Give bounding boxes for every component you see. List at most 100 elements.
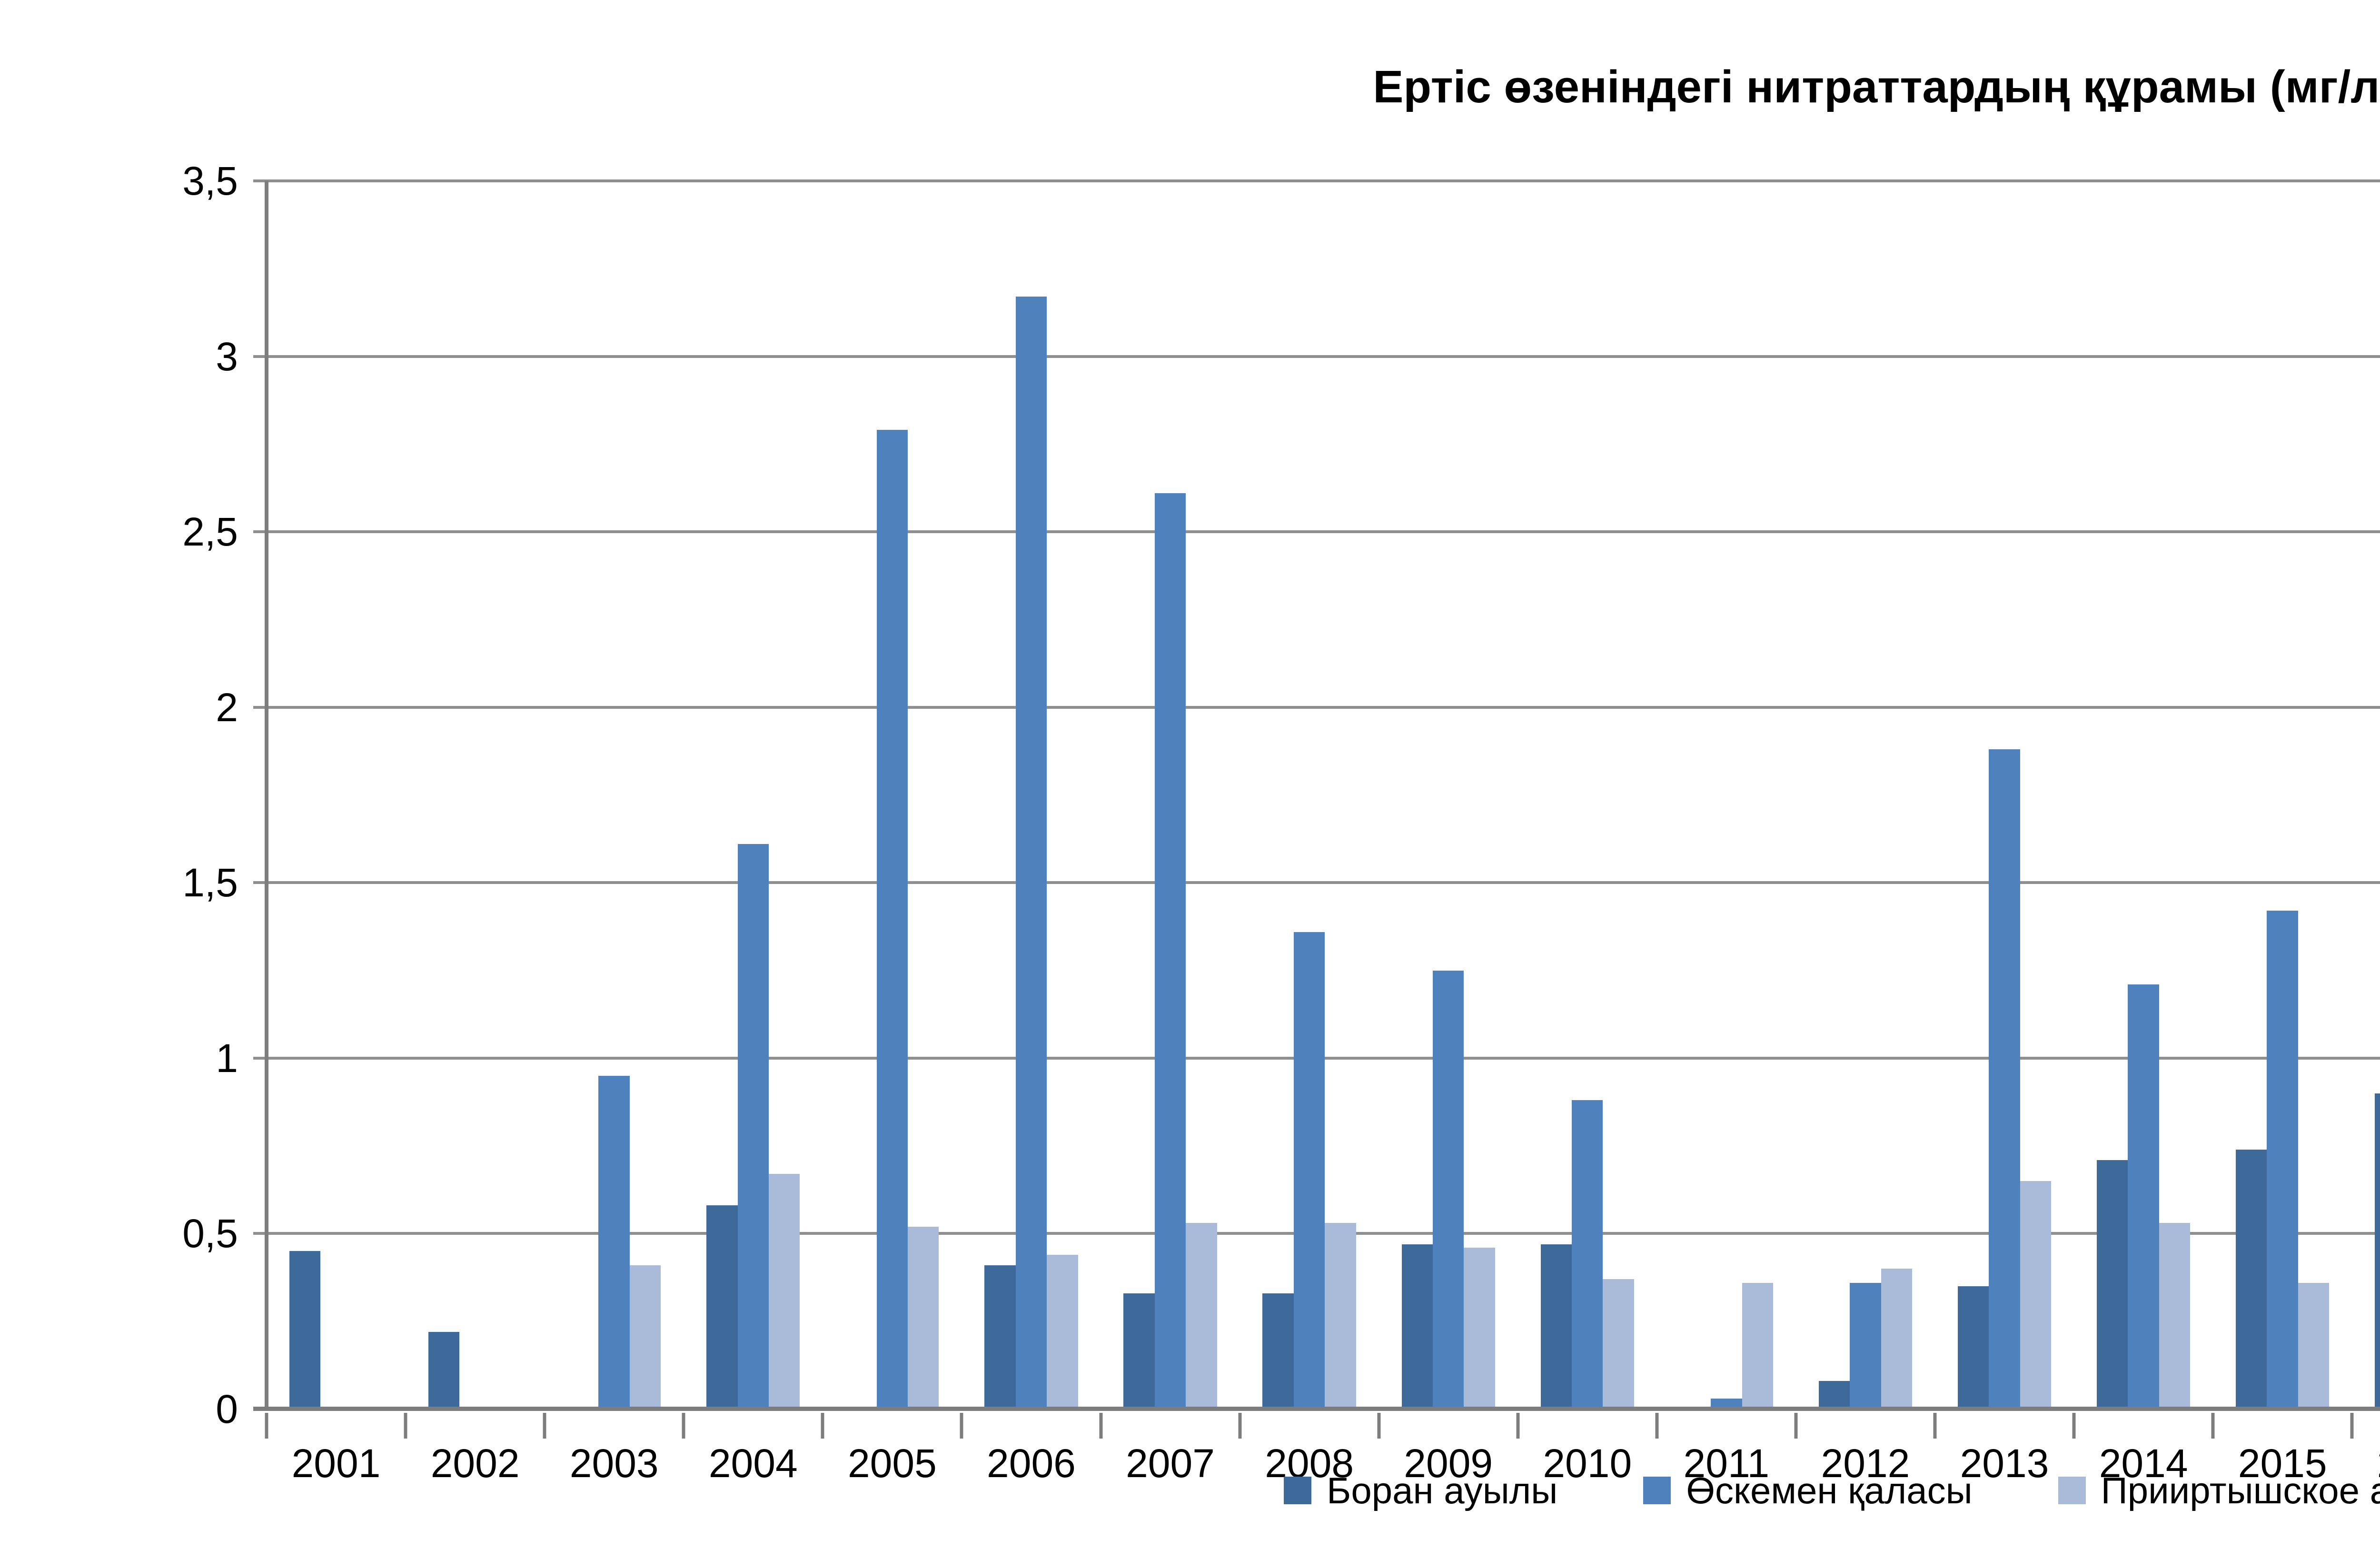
x-axis-tick: [265, 1413, 268, 1439]
y-axis-tick-label: 3,5: [182, 159, 238, 203]
x-axis-tick: [2072, 1413, 2076, 1439]
bar-2012-Прииртышское ауылы: [1881, 1269, 1913, 1409]
bar-2004-Өскемен қаласы: [737, 844, 769, 1409]
bar-2013-Өскемен қаласы: [1989, 749, 2020, 1409]
bar-2009-Боран ауылы: [1401, 1244, 1433, 1409]
bar-2011-Прииртышское ауылы: [1742, 1282, 1773, 1409]
x-axis-label-2007: 2007: [1126, 1441, 1215, 1486]
bar-2010-Прииртышское ауылы: [1603, 1279, 1634, 1409]
bar-2006-Өскемен қаласы: [1015, 297, 1047, 1409]
bar-2014-Прииртышское ауылы: [2159, 1223, 2191, 1409]
x-axis-label-2015: 2015: [2238, 1441, 2327, 1486]
x-axis-tick: [1377, 1413, 1381, 1439]
bar-2011-Өскемен қаласы: [1711, 1398, 1742, 1409]
legend-item: Өскемен қаласы: [1643, 1470, 1973, 1511]
y-axis-line: [265, 181, 268, 1409]
y-axis-tick-label: 3: [216, 334, 238, 379]
x-axis-label-2013: 2013: [1960, 1441, 2049, 1486]
bar-2010-Боран ауылы: [1540, 1244, 1572, 1409]
bar-2006-Прииртышское ауылы: [1047, 1254, 1078, 1409]
legend-swatch-icon: [2058, 1477, 2086, 1504]
y-axis-tick-label: 1,5: [182, 860, 238, 905]
bar-2013-Прииртышское ауылы: [2020, 1181, 2052, 1409]
bar-2005-Өскемен қаласы: [876, 430, 908, 1409]
x-axis-label-2002: 2002: [430, 1441, 520, 1486]
x-axis-tick: [404, 1413, 407, 1439]
gridline-2: [253, 705, 2380, 709]
x-axis-label-2004: 2004: [708, 1441, 798, 1486]
bar-2001-Боран ауылы: [289, 1251, 321, 1409]
x-axis-tick: [2350, 1413, 2354, 1439]
x-axis-tick: [960, 1413, 963, 1439]
x-axis-tick: [1933, 1413, 1937, 1439]
bar-group-2002: [406, 181, 545, 1409]
x-axis-label-2003: 2003: [569, 1441, 659, 1486]
bar-group-2003: [545, 181, 684, 1409]
x-axis-label-2001: 2001: [291, 1441, 381, 1486]
bar-2010-Өскемен қаласы: [1572, 1100, 1603, 1409]
bar-2004-Боран ауылы: [706, 1205, 738, 1409]
bar-2009-Өскемен қаласы: [1432, 970, 1464, 1409]
bar-2016-Боран ауылы: [2375, 1093, 2380, 1409]
x-axis-tick: [2211, 1413, 2215, 1439]
x-axis-tick: [1794, 1413, 1798, 1439]
bars-layer: [267, 181, 2380, 1409]
bar-2003-Өскемен қаласы: [598, 1075, 630, 1409]
bar-group-2013: [1935, 181, 2074, 1409]
x-axis-label-2014: 2014: [2099, 1441, 2188, 1486]
gridline-3,5: [253, 179, 2380, 182]
bar-2007-Өскемен қаласы: [1154, 493, 1186, 1409]
bar-group-2005: [823, 181, 962, 1409]
bar-group-2012: [1796, 181, 1935, 1409]
x-axis-label-2005: 2005: [847, 1441, 937, 1486]
x-axis-label-2016: 2016: [2377, 1443, 2380, 1483]
bar-2015-Өскемен қаласы: [2267, 911, 2298, 1409]
legend-label: Прииртышское ауылы: [2101, 1470, 2380, 1511]
bar-2013-Боран ауылы: [1957, 1286, 1989, 1409]
bar-group-2014: [2074, 181, 2213, 1409]
bar-group-2016: [2352, 181, 2380, 1409]
gridline-1,5: [253, 881, 2380, 884]
bar-2012-Боран ауылы: [1818, 1381, 1850, 1409]
bar-2015-Прииртышское ауылы: [2298, 1282, 2330, 1409]
bar-2015-Боран ауылы: [2236, 1149, 2267, 1409]
legend-label: Боран ауылы: [1327, 1470, 1558, 1511]
bar-group-2004: [684, 181, 823, 1409]
legend: Боран ауылы Өскемен қаласы Прииртышское ау…: [0, 1472, 2380, 1509]
bar-2002-Боран ауылы: [428, 1331, 460, 1409]
x-axis-tick: [543, 1413, 546, 1439]
bar-group-2015: [2213, 181, 2352, 1409]
y-axis-tick-label: 1: [216, 1035, 238, 1081]
y-axis-tick-label: 2: [216, 685, 238, 730]
bar-2007-Прииртышское ауылы: [1186, 1223, 1217, 1409]
bar-group-2001: [267, 181, 406, 1409]
bar-2014-Боран ауылы: [2096, 1160, 2128, 1409]
bar-2007-Боран ауылы: [1123, 1293, 1155, 1409]
gridline-2,5: [253, 530, 2380, 534]
bar-2008-Өскемен қаласы: [1293, 932, 1325, 1409]
legend-item: Боран ауылы: [1284, 1472, 1557, 1509]
bar-2012-Өскемен қаласы: [1850, 1282, 1881, 1409]
plot-area: 0 0,5 1 1,5 2 2,5 3 3,5 2001 2002 2003 2004 2005 2006…: [182, 161, 2380, 1483]
bar-group-2006: [962, 181, 1101, 1409]
bar-group-2007: [1101, 181, 1240, 1409]
bar-2006-Боран ауылы: [984, 1265, 1016, 1409]
legend-swatch-icon: [1284, 1477, 1312, 1504]
y-axis-tick-label: 2,5: [182, 509, 238, 555]
legend-label: Өскемен қаласы: [1686, 1470, 1973, 1511]
x-axis-tick: [1655, 1413, 1659, 1439]
bar-group-2009: [1379, 181, 1518, 1409]
legend-swatch-icon: [1643, 1477, 1671, 1504]
legend-item: Прииртышское ауылы: [2058, 1472, 2380, 1509]
x-axis-tick: [1238, 1413, 1242, 1439]
x-axis-tick: [682, 1413, 685, 1439]
bar-2014-Өскемен қаласы: [2128, 984, 2159, 1409]
x-axis-label-2012: 2012: [1821, 1441, 1910, 1486]
x-axis-label-2011: 2011: [1683, 1441, 1770, 1486]
y-axis-tick-label: 0: [216, 1387, 238, 1431]
bar-group-2010: [1518, 181, 1657, 1409]
x-axis-label-2009: 2009: [1404, 1441, 1493, 1486]
x-axis-label-2010: 2010: [1543, 1441, 1632, 1486]
bar-2003-Прииртышское ауылы: [629, 1265, 661, 1409]
x-axis-tick: [1516, 1413, 1520, 1439]
